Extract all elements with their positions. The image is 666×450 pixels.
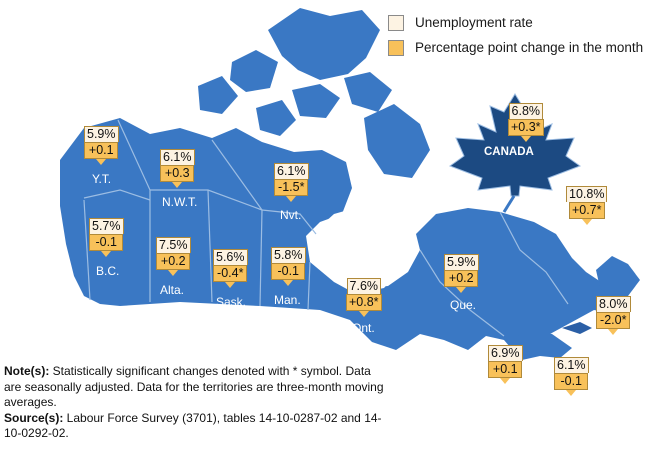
callout-bc: 5.7% -0.1 bbox=[89, 218, 124, 257]
bc-rate: 5.7% bbox=[89, 218, 124, 234]
callout-ont: 7.6% +0.8* bbox=[346, 278, 382, 317]
nb-rate: 6.9% bbox=[488, 345, 523, 361]
callout-tail bbox=[358, 311, 369, 317]
change-swatch bbox=[388, 39, 404, 56]
callout-tail bbox=[581, 219, 592, 225]
nwt-change: +0.3 bbox=[160, 165, 195, 182]
sask-label: Sask. bbox=[216, 295, 247, 309]
callout-tail bbox=[101, 251, 112, 257]
man-change: -0.1 bbox=[271, 263, 306, 280]
source-text: Labour Force Survey (3701), tables 14-10… bbox=[4, 410, 382, 441]
callout-tail bbox=[225, 282, 236, 288]
callout-canada: 6.8% +0.3* bbox=[508, 103, 544, 142]
ns-change: -0.1 bbox=[554, 373, 589, 390]
legend-rate-label: Unemployment rate bbox=[415, 15, 533, 30]
que-rate: 5.9% bbox=[444, 254, 479, 270]
footnotes: Note(s): Statistically significant chang… bbox=[4, 364, 384, 442]
legend-item-change: Percentage point change in the month bbox=[388, 35, 643, 60]
alta-label: Alta. bbox=[160, 283, 185, 297]
callout-tail bbox=[500, 378, 511, 384]
nl-change: +0.7* bbox=[568, 202, 605, 219]
que-change: +0.2 bbox=[444, 270, 479, 287]
man-label: Man. bbox=[274, 293, 301, 307]
note-text: Statistically significant changes denote… bbox=[4, 364, 384, 409]
callout-nwt: 6.1% +0.3 bbox=[160, 149, 195, 188]
legend: Unemployment rate Percentage point chang… bbox=[388, 10, 643, 60]
callout-nb: 6.9% +0.1 bbox=[488, 345, 523, 384]
pei-island bbox=[562, 322, 592, 334]
maple-stem bbox=[502, 195, 516, 213]
ont-change: +0.8* bbox=[346, 294, 382, 311]
legend-item-rate: Unemployment rate bbox=[388, 10, 643, 35]
ns-label: N.S. bbox=[560, 402, 584, 416]
callout-tail bbox=[456, 287, 467, 293]
bc-label: B.C. bbox=[96, 264, 120, 278]
ns-rate: 6.1% bbox=[554, 357, 589, 373]
callout-tail bbox=[286, 196, 297, 202]
canada-label: CANADA bbox=[484, 146, 534, 158]
callout-tail bbox=[520, 136, 531, 142]
source-line: Source(s): Labour Force Survey (3701), t… bbox=[4, 411, 384, 442]
nwt-rate: 6.1% bbox=[160, 149, 195, 165]
source-label: Source(s): bbox=[4, 410, 64, 425]
alta-rate: 7.5% bbox=[156, 237, 191, 253]
sask-rate: 5.6% bbox=[213, 249, 248, 265]
hudson-bay bbox=[314, 206, 420, 288]
sask-change: -0.4* bbox=[213, 265, 248, 282]
callout-nl: 10.8% +0.7* bbox=[566, 186, 608, 225]
maritimes bbox=[510, 330, 572, 360]
callout-pei: 8.0% -2.0* bbox=[596, 296, 631, 335]
nl-rate: 10.8% bbox=[566, 186, 608, 202]
nwt-label: N.W.T. bbox=[162, 195, 198, 209]
pei-rate: 8.0% bbox=[596, 296, 631, 312]
callout-nvt: 6.1% -1.5* bbox=[274, 163, 309, 202]
mainland bbox=[60, 118, 628, 354]
callout-que: 5.9% +0.2 bbox=[444, 254, 479, 293]
bc-change: -0.1 bbox=[89, 234, 124, 251]
canada-change: +0.3* bbox=[508, 119, 544, 136]
nvt-change: -1.5* bbox=[274, 179, 309, 196]
ont-label: Ont. bbox=[352, 321, 375, 335]
man-rate: 5.8% bbox=[271, 247, 306, 263]
callout-alta: 7.5% +0.2 bbox=[156, 237, 191, 276]
pei-label: P.E.I. bbox=[600, 340, 628, 354]
callout-tail bbox=[96, 159, 107, 165]
yt-label: Y.T. bbox=[92, 172, 112, 186]
callout-tail bbox=[566, 390, 577, 396]
callout-tail bbox=[172, 182, 183, 188]
callout-tail bbox=[608, 329, 619, 335]
ont-rate: 7.6% bbox=[346, 278, 382, 294]
alta-change: +0.2 bbox=[156, 253, 191, 270]
legend-change-label: Percentage point change in the month bbox=[415, 40, 644, 55]
que-label: Que. bbox=[450, 298, 477, 312]
nl-label: N.L. bbox=[578, 232, 601, 246]
callout-ns: 6.1% -0.1 bbox=[554, 357, 589, 396]
canada-rate: 6.8% bbox=[508, 103, 544, 119]
nb-change: +0.1 bbox=[488, 361, 523, 378]
callout-yt: 5.9% +0.1 bbox=[84, 126, 119, 165]
pei-change: -2.0* bbox=[596, 312, 631, 329]
nb-label: N.B. bbox=[494, 391, 518, 405]
arctic-islands bbox=[198, 8, 430, 178]
newfoundland bbox=[596, 256, 640, 298]
yt-rate: 5.9% bbox=[84, 126, 119, 142]
nvt-rate: 6.1% bbox=[274, 163, 309, 179]
yt-change: +0.1 bbox=[84, 142, 119, 159]
rate-swatch bbox=[388, 14, 404, 31]
note-line: Note(s): Statistically significant chang… bbox=[4, 364, 384, 411]
borders bbox=[83, 119, 569, 337]
note-label: Note(s): bbox=[4, 364, 50, 378]
maple-leaf bbox=[448, 93, 582, 197]
nvt-label: Nvt. bbox=[280, 208, 302, 222]
callout-sask: 5.6% -0.4* bbox=[213, 249, 248, 288]
callout-tail bbox=[168, 270, 179, 276]
callout-tail bbox=[283, 280, 294, 286]
callout-man: 5.8% -0.1 bbox=[271, 247, 306, 286]
